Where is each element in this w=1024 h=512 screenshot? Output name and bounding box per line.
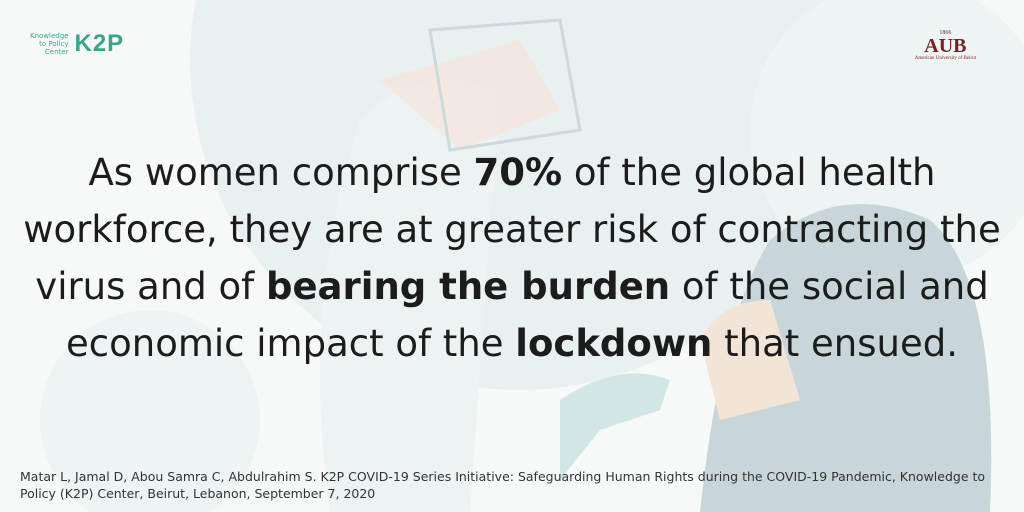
quote-text: economic impact of the	[66, 322, 516, 365]
quote-text: of the social and	[670, 265, 989, 308]
quote-line: economic impact of the lockdown that ens…	[0, 315, 1024, 372]
quote-text: of the global health	[562, 151, 936, 194]
aub-caption: American University of Beirut	[914, 56, 976, 61]
quote-text: As women comprise	[88, 151, 474, 194]
quote-line: As women comprise 70% of the global heal…	[0, 144, 1024, 201]
quote-emphasis: 70%	[473, 151, 563, 194]
quote-line: virus and of bearing the burden of the s…	[0, 258, 1024, 315]
quote: As women comprise 70% of the global heal…	[0, 144, 1024, 372]
quote-text: workforce, they are at greater risk of c…	[23, 208, 1001, 251]
quote-line: workforce, they are at greater risk of c…	[0, 201, 1024, 258]
aub-year: 1866	[939, 30, 952, 36]
aub-logo: 1866 AUB American University of Beirut	[915, 30, 976, 61]
k2p-mark: K2P	[74, 30, 125, 57]
k2p-logo: Knowledge to Policy Center K2P	[30, 30, 124, 58]
quote-text: that ensued.	[712, 322, 958, 365]
k2p-caption: Knowledge to Policy Center	[30, 32, 69, 56]
aub-mark: AUB	[924, 35, 967, 57]
quote-emphasis: lockdown	[515, 322, 713, 365]
quote-text: virus and of	[35, 265, 266, 308]
citation: Matar L, Jamal D, Abou Samra C, Abdulrah…	[20, 469, 986, 501]
quote-emphasis: bearing the burden	[265, 265, 671, 308]
